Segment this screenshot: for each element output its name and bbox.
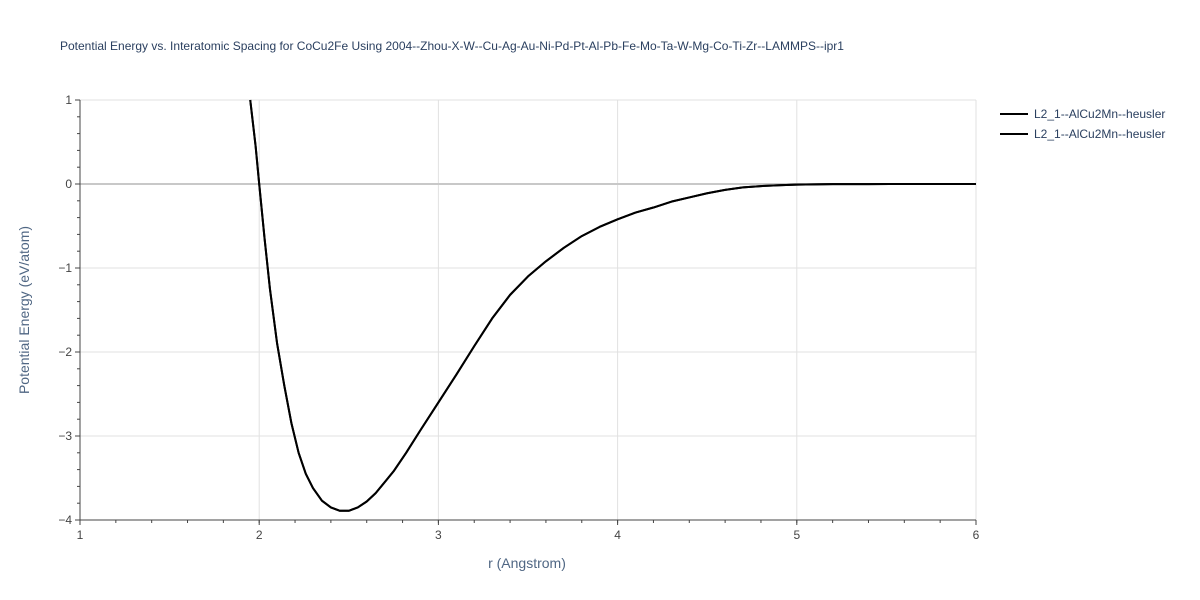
legend-item[interactable]: L2_1--AlCu2Mn--heusler — [1000, 127, 1165, 141]
grid — [80, 99, 977, 520]
legend-label: L2_1--AlCu2Mn--heusler — [1034, 107, 1165, 121]
x-tick-label: 6 — [973, 528, 980, 542]
y-tick-label: 1 — [65, 93, 72, 107]
chart-title: Potential Energy vs. Interatomic Spacing… — [60, 39, 844, 53]
y-tick-label: −1 — [58, 261, 72, 275]
y-tick-label: 0 — [65, 177, 72, 191]
legend[interactable]: L2_1--AlCu2Mn--heusler L2_1--AlCu2Mn--heu… — [1000, 107, 1165, 141]
series-line-1 — [249, 99, 976, 512]
x-tick-label: 5 — [793, 528, 800, 542]
series-layer — [249, 99, 976, 512]
x-tick-label: 3 — [435, 528, 442, 542]
x-tick-label: 1 — [77, 528, 84, 542]
y-axis-title: Potential Energy (eV/atom) — [16, 226, 32, 394]
axes — [75, 99, 977, 525]
x-axis-title: r (Angstrom) — [488, 555, 566, 571]
y-tick-label: −2 — [58, 345, 72, 359]
legend-item[interactable]: L2_1--AlCu2Mn--heusler — [1000, 107, 1165, 121]
x-tick-label: 4 — [614, 528, 621, 542]
legend-label: L2_1--AlCu2Mn--heusler — [1034, 127, 1165, 141]
y-tick-label: −4 — [58, 513, 72, 527]
series-line-2 — [249, 99, 976, 512]
x-tick-label: 2 — [256, 528, 263, 542]
y-tick-label: −3 — [58, 429, 72, 443]
tick-labels: 1 2 3 4 5 6 1 0 −1 −2 −3 −4 — [58, 93, 979, 542]
